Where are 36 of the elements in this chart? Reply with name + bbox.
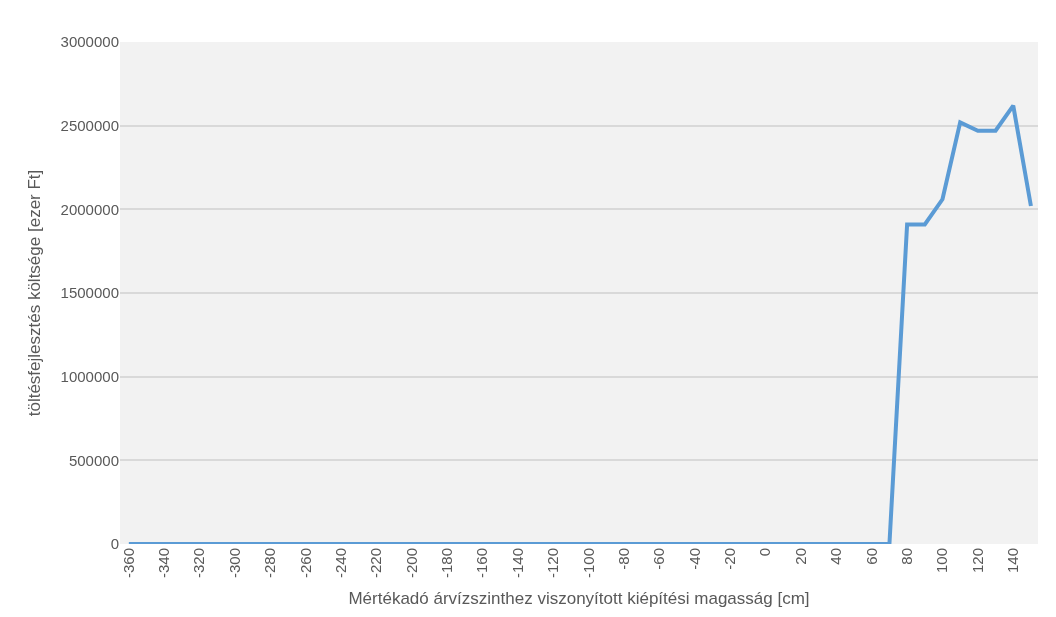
x-tick-label: -160 <box>473 548 491 579</box>
x-tick-label: -320 <box>190 548 208 579</box>
x-tick-label: -20 <box>721 548 739 570</box>
x-tick-label: 60 <box>862 548 880 565</box>
line-series <box>126 103 1033 544</box>
x-tick-label: -60 <box>650 548 668 570</box>
y-tick-label: 1500000 <box>60 284 119 302</box>
x-tick-label: -360 <box>119 548 137 579</box>
y-tick-label: 3000000 <box>60 33 119 51</box>
x-tick-label: 0 <box>756 548 774 557</box>
y-tick-label: 2500000 <box>60 116 119 134</box>
x-tick-label: -220 <box>367 548 385 579</box>
y-tick-label: 500000 <box>68 451 119 469</box>
x-tick-label: -260 <box>296 548 314 579</box>
x-tick-label: -100 <box>579 548 597 579</box>
x-axis-title: Mértékadó árvízszinthez viszonyított kiépítési magasság [cm] <box>348 589 810 609</box>
x-tick-label: 40 <box>827 548 845 565</box>
y-tick-label: 2000000 <box>60 200 119 218</box>
x-tick-label: -200 <box>402 548 420 579</box>
x-tick-label: 80 <box>897 548 915 565</box>
y-axis-title: töltésfejlesztés költsége [ezer Ft] <box>25 169 45 417</box>
x-tick-label: 120 <box>968 548 986 574</box>
x-tick-label: -80 <box>614 548 632 570</box>
y-tick-label: 1000000 <box>60 367 119 385</box>
x-tick-label: 100 <box>933 548 951 574</box>
y-tick-label: 0 <box>110 535 119 553</box>
x-tick-label: -140 <box>508 548 526 579</box>
x-tick-label: -40 <box>685 548 703 570</box>
x-tick-label: -180 <box>438 548 456 579</box>
x-tick-label: 20 <box>791 548 809 565</box>
x-tick-label: -240 <box>331 548 349 579</box>
x-tick-label: -340 <box>155 548 173 579</box>
x-tick-label: -280 <box>261 548 279 579</box>
x-tick-label: -120 <box>544 548 562 579</box>
x-tick-label: -300 <box>225 548 243 579</box>
x-tick-label: 140 <box>1004 548 1022 574</box>
